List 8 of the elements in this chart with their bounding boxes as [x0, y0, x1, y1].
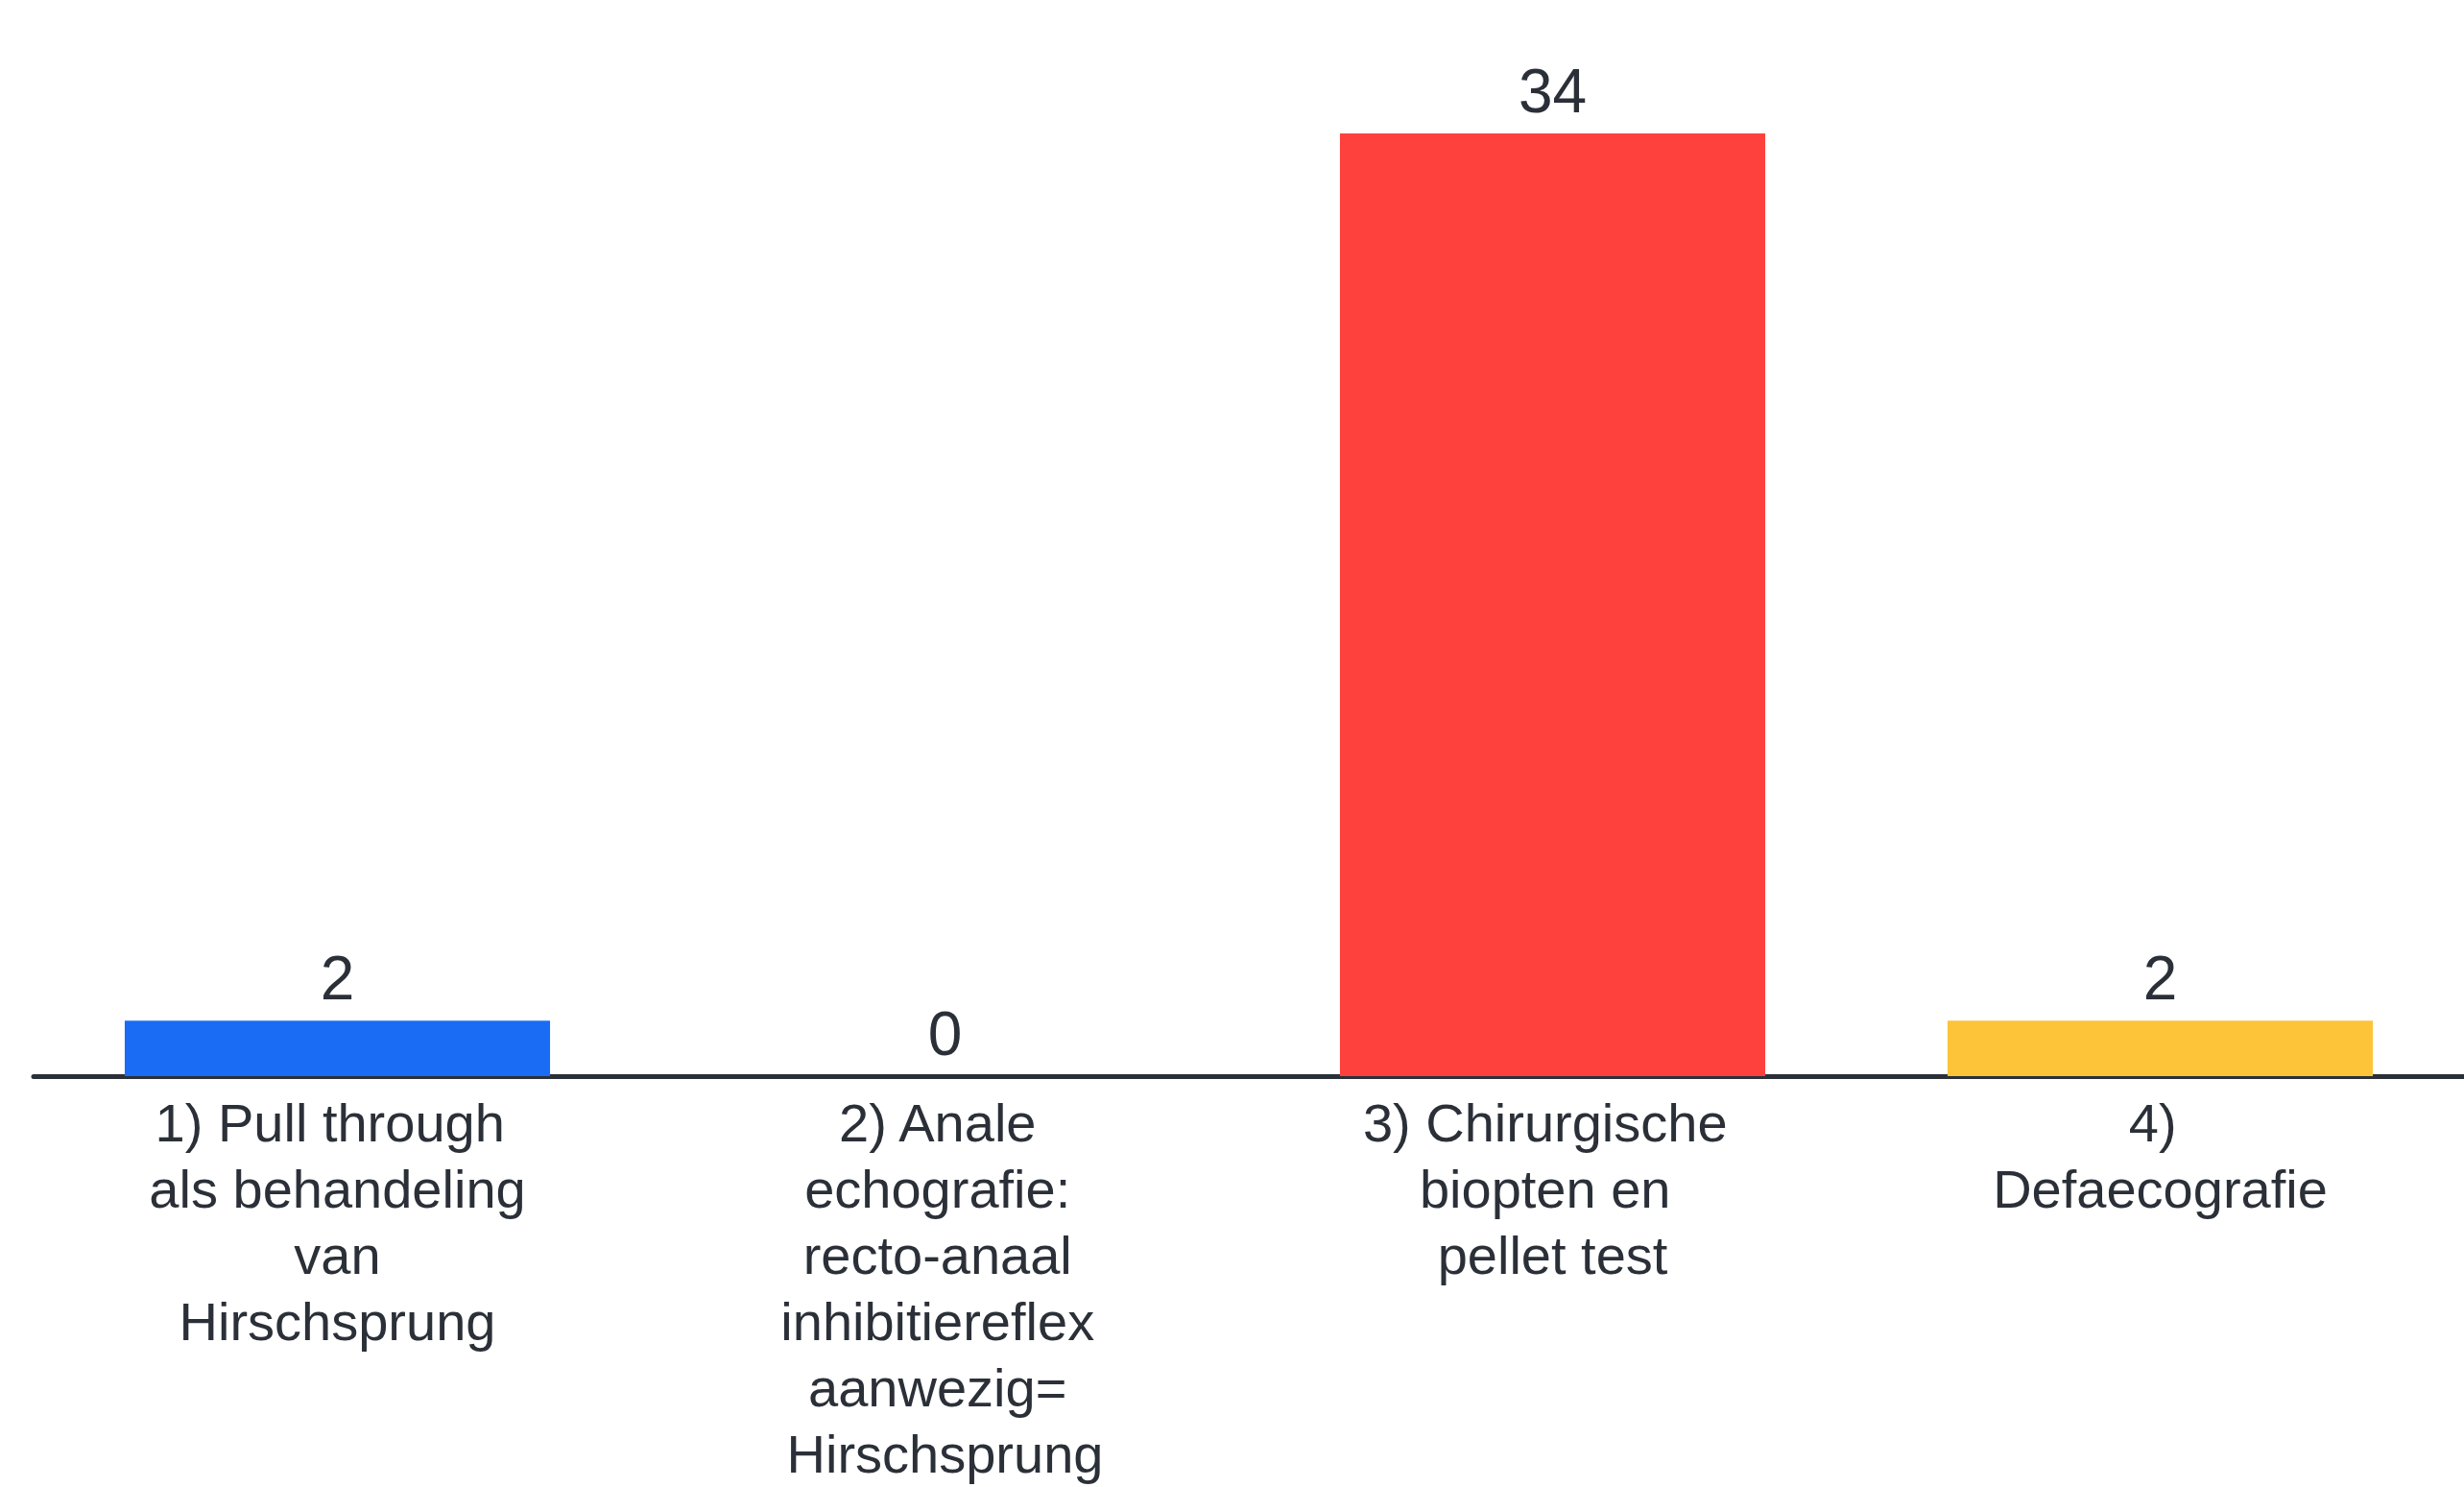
x-tick-label: 3) Chirurgische biopten en pellet test [1362, 1092, 1743, 1285]
data-label: 2 [320, 944, 355, 1014]
data-label: 2 [2142, 944, 2178, 1014]
x-tick-label: 1) Pull through als behandeling van Hirschsprung [149, 1092, 526, 1352]
x-tick-label: 4) Defaecografie [1993, 1092, 2328, 1219]
data-label: 0 [927, 999, 963, 1068]
data-label: 34 [1518, 56, 1588, 126]
x-tick-label: 2) Anale echografie: recto-anaal inhibitiereflex aanwezig= Hirschsprung [780, 1092, 1110, 1484]
